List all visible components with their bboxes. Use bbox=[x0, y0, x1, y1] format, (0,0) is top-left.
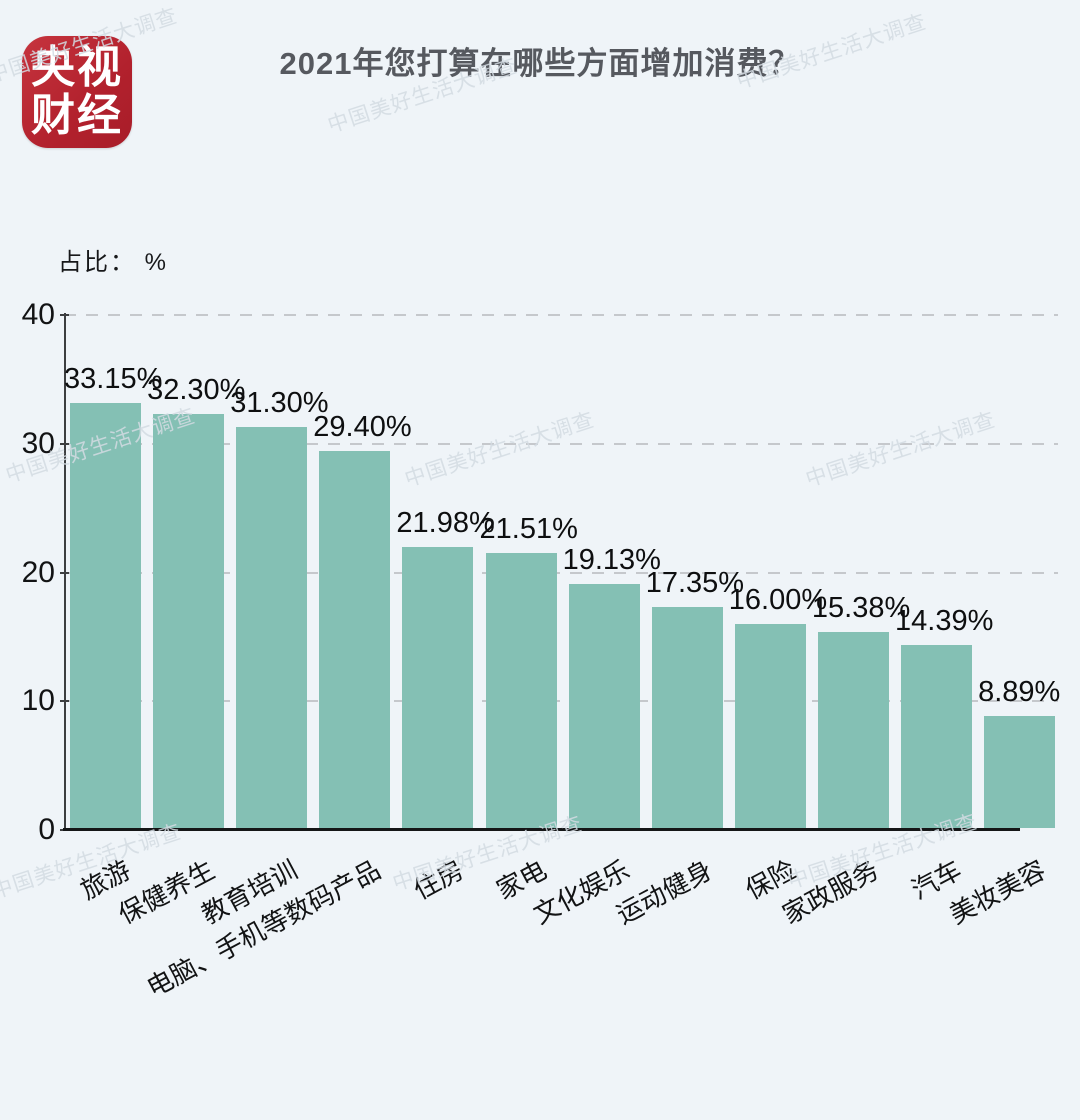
bar-value-label: 14.39% bbox=[895, 604, 994, 637]
bar-value-label: 16.00% bbox=[728, 584, 828, 616]
chart-title: 2021年您打算在哪些方面增加消费？ bbox=[279, 46, 801, 81]
bar bbox=[485, 553, 557, 828]
gridline bbox=[64, 700, 1058, 703]
bar-value-label: 21.51% bbox=[479, 513, 578, 546]
bar-value-label: 21.98% bbox=[396, 507, 495, 539]
bar bbox=[319, 451, 391, 828]
watermark-text: 中国美好生活大调查 bbox=[802, 408, 999, 492]
bar-value-label: 8.89% bbox=[978, 675, 1061, 708]
gridline bbox=[64, 442, 1058, 445]
y-tick-label: 20 bbox=[21, 555, 55, 589]
bar-value-label: 19.13% bbox=[562, 543, 661, 576]
bar-value-label: 32.30% bbox=[147, 374, 246, 407]
x-axis-line bbox=[63, 828, 1020, 831]
x-category-label: 运动健身 bbox=[611, 854, 718, 930]
bar-value-label: 31.30% bbox=[230, 387, 329, 419]
bar-value-label: 29.40% bbox=[313, 411, 412, 444]
y-tick-label: 40 bbox=[21, 298, 55, 331]
bar bbox=[984, 715, 1056, 828]
bar bbox=[817, 631, 889, 828]
bar bbox=[901, 644, 972, 828]
gridline bbox=[64, 314, 1058, 316]
y-axis-line bbox=[64, 313, 66, 831]
x-category-label: 美妆美容 bbox=[944, 854, 1051, 930]
x-category-label: 家政服务 bbox=[777, 854, 884, 930]
bar-value-label: 15.38% bbox=[811, 591, 911, 624]
logo-text-line1: 央视 bbox=[31, 43, 123, 92]
x-category-label: 住房 bbox=[408, 854, 469, 906]
y-tick-label: 10 bbox=[21, 684, 55, 718]
bar bbox=[153, 414, 225, 828]
y-tick-label: 30 bbox=[21, 426, 55, 460]
bar bbox=[734, 624, 806, 828]
bar bbox=[651, 606, 723, 828]
bar bbox=[568, 583, 640, 828]
bar-value-label: 17.35% bbox=[645, 566, 745, 599]
bar bbox=[70, 403, 141, 828]
y-tick-label: 0 bbox=[38, 813, 55, 846]
gridline bbox=[64, 571, 1058, 574]
bar-value-label: 33.15% bbox=[64, 363, 163, 396]
bar bbox=[236, 427, 308, 828]
logo-text-line2: 财经 bbox=[31, 91, 123, 140]
cctv-finance-logo: 央视 财经 bbox=[22, 36, 132, 148]
watermark-text: 中国美好生活大调查 bbox=[401, 408, 598, 492]
x-category-label: 保健养生 bbox=[113, 854, 220, 930]
y-axis-unit-label: 占比： % bbox=[58, 249, 169, 276]
bar bbox=[402, 547, 474, 828]
